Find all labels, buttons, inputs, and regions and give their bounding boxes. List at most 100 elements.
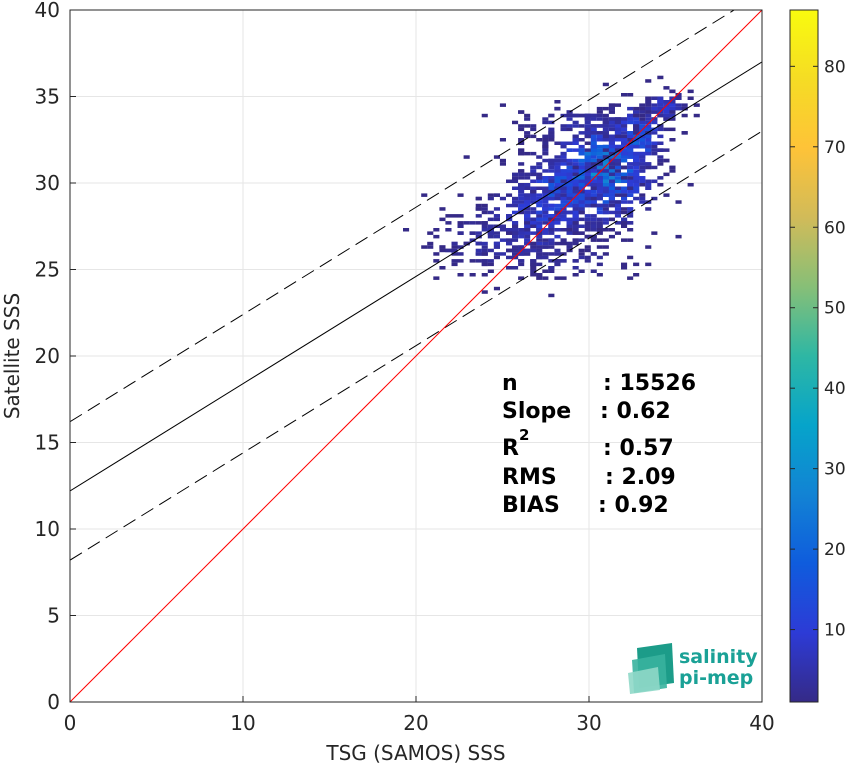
density-cell bbox=[608, 203, 615, 208]
density-cell bbox=[693, 113, 700, 118]
density-cell bbox=[554, 172, 561, 177]
density-cell bbox=[621, 148, 628, 152]
density-cell bbox=[554, 241, 561, 246]
density-cell bbox=[596, 131, 603, 135]
density-cell bbox=[536, 165, 543, 170]
density-cell bbox=[518, 210, 525, 215]
density-cell bbox=[566, 117, 573, 121]
density-cell bbox=[614, 221, 621, 225]
density-cell bbox=[499, 252, 506, 256]
density-cell bbox=[596, 207, 603, 211]
density-cell bbox=[584, 259, 591, 263]
density-cell bbox=[512, 266, 519, 270]
density-cell bbox=[608, 127, 615, 132]
density-cell bbox=[524, 193, 531, 197]
density-cell bbox=[542, 158, 549, 163]
density-cell bbox=[530, 224, 537, 228]
density-cell bbox=[621, 141, 628, 145]
density-cell bbox=[608, 151, 615, 156]
density-cell bbox=[590, 203, 597, 208]
density-cell bbox=[663, 172, 670, 177]
density-cell bbox=[560, 158, 567, 163]
density-cell bbox=[578, 210, 585, 215]
density-cell bbox=[596, 138, 603, 142]
density-cell bbox=[530, 248, 537, 253]
density-cell bbox=[614, 162, 621, 166]
density-cell bbox=[639, 106, 646, 111]
density-cell bbox=[590, 214, 597, 218]
density-cell bbox=[584, 151, 591, 156]
density-cell bbox=[524, 221, 531, 225]
density-cell bbox=[645, 162, 652, 166]
colorbar-tick-label: 30 bbox=[824, 460, 846, 480]
stat-n-label: n bbox=[502, 371, 518, 396]
density-cell bbox=[584, 221, 591, 225]
x-tick-label: 10 bbox=[230, 711, 255, 735]
density-cell bbox=[560, 141, 567, 145]
regression-line bbox=[70, 61, 762, 492]
density-cell bbox=[657, 141, 664, 145]
density-cell bbox=[675, 103, 682, 107]
logo-line-2: pi-mep bbox=[679, 667, 753, 689]
density-cell bbox=[614, 200, 621, 204]
density-cell bbox=[469, 221, 476, 225]
density-cell bbox=[633, 141, 640, 145]
density-cell bbox=[542, 207, 549, 211]
density-cell bbox=[518, 110, 525, 114]
density-cell bbox=[566, 228, 573, 232]
density-cell bbox=[542, 141, 549, 145]
density-cell bbox=[596, 183, 603, 187]
density-cell bbox=[542, 210, 549, 215]
reference-lines bbox=[70, 10, 762, 702]
density-cell bbox=[590, 127, 597, 132]
density-cell bbox=[536, 193, 543, 197]
density-cell bbox=[614, 210, 621, 215]
density-cell bbox=[560, 193, 567, 197]
density-cell bbox=[548, 169, 555, 173]
density-cell bbox=[596, 113, 603, 118]
density-cell bbox=[621, 217, 628, 222]
density-cell bbox=[548, 245, 555, 249]
density-cell bbox=[451, 241, 458, 246]
density-cell bbox=[608, 200, 615, 204]
x-tick-label: 30 bbox=[576, 711, 601, 735]
density-cell bbox=[621, 238, 628, 242]
density-cell bbox=[481, 248, 488, 253]
density-cell bbox=[481, 273, 488, 277]
density-cell bbox=[493, 234, 500, 239]
density-cell bbox=[657, 100, 664, 104]
density-cell bbox=[512, 179, 519, 183]
density-cell bbox=[627, 117, 634, 121]
density-cell bbox=[596, 193, 603, 197]
density-cell bbox=[512, 120, 519, 125]
density-cell bbox=[602, 138, 609, 142]
density-cell bbox=[518, 200, 525, 204]
stat-bias-value: : 0.92 bbox=[598, 493, 669, 518]
density-cell bbox=[596, 255, 603, 260]
density-cell bbox=[572, 169, 579, 173]
density-cell bbox=[554, 214, 561, 218]
density-cell bbox=[645, 183, 652, 187]
density-cell bbox=[663, 86, 670, 90]
density-cell bbox=[633, 110, 640, 114]
density-cell bbox=[451, 245, 458, 249]
density-cell bbox=[548, 259, 555, 263]
density-cell bbox=[608, 103, 615, 107]
density-cell bbox=[633, 172, 640, 177]
density-cell bbox=[602, 183, 609, 187]
density-cell bbox=[487, 231, 494, 235]
density-cell bbox=[542, 221, 549, 225]
density-cell bbox=[608, 141, 615, 145]
density-cell bbox=[536, 234, 543, 239]
density-cell bbox=[596, 124, 603, 128]
density-cell bbox=[693, 103, 700, 107]
density-cell bbox=[578, 200, 585, 204]
density-cell bbox=[524, 207, 531, 211]
density-cell bbox=[566, 224, 573, 228]
density-cell bbox=[457, 193, 464, 197]
density-cell bbox=[669, 138, 676, 142]
density-cell bbox=[669, 165, 676, 170]
density-cell bbox=[578, 113, 585, 118]
density-cell bbox=[639, 141, 646, 145]
